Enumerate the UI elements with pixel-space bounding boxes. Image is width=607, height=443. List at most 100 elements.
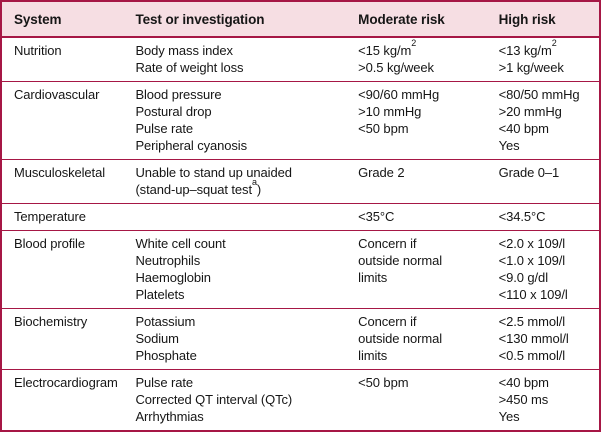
cell-line: <40 bpm xyxy=(498,121,549,136)
cell-line: >20 mmHg xyxy=(498,104,562,119)
cell-line: Neutrophils xyxy=(135,253,201,268)
cell-line: Concern if xyxy=(358,236,417,251)
table-row: Biochemistry Potassium Sodium Phosphate Conc… xyxy=(1,308,600,370)
cell-line: Potassium xyxy=(135,314,196,329)
cell-line: Blood pressure xyxy=(135,87,222,102)
cell-line: <90/60 mmHg xyxy=(358,87,440,102)
cell-high-risk: <40 bpm >450 ms Yes xyxy=(498,369,600,431)
cell-line: <9.0 g/dl xyxy=(498,270,548,285)
cell-moderate-risk: Concern if outside normal limits xyxy=(358,230,499,309)
cell-line: outside normal xyxy=(358,253,443,268)
cell-line: <15 kg/m2 xyxy=(358,37,417,58)
cell-line: >450 ms xyxy=(498,392,549,407)
cell-line: Yes xyxy=(498,409,520,424)
table-row: Temperature <35°C <34.5°C xyxy=(1,203,600,231)
table-row: Cardiovascular Blood pressure Postural dro… xyxy=(1,81,600,160)
cell-line: Platelets xyxy=(135,287,185,302)
cell-line: Yes xyxy=(498,138,520,153)
cell-tests: Blood pressure Postural drop Pulse rate Per… xyxy=(135,81,359,160)
cell-line: Musculoskeletal xyxy=(14,165,105,180)
cell-line: <40 bpm xyxy=(498,375,549,390)
risk-table-frame: System Test or investigation Moderate ri… xyxy=(0,0,601,432)
cell-system: Biochemistry xyxy=(1,308,136,370)
cell-system: Musculoskeletal xyxy=(1,159,136,204)
cell-line: Rate of weight loss xyxy=(135,60,244,75)
cell-moderate-risk: Concern if outside normal limits xyxy=(358,308,499,370)
cell-line: Temperature xyxy=(14,209,86,224)
cell-line: >10 mmHg xyxy=(358,104,422,119)
header-cell-system: System xyxy=(1,1,136,38)
cell-line: Grade 2 xyxy=(358,165,405,180)
header-cell-test: Test or investigation xyxy=(135,1,359,38)
cell-line: <2.5 mmol/l xyxy=(498,314,566,329)
cell-tests: Pulse rate Corrected QT interval (QTc) Arr… xyxy=(135,369,359,431)
cell-line: <110 x 109/l xyxy=(498,287,568,302)
cell-high-risk: <13 kg/m2 >1 kg/week xyxy=(499,37,600,82)
table-body: Nutrition Body mass index Rate of weight l… xyxy=(1,37,600,431)
cell-line: <80/50 mmHg xyxy=(498,87,580,102)
cell-line: <1.0 x 109/l xyxy=(498,253,566,268)
header-cell-moderate-risk: Moderate risk xyxy=(358,1,499,38)
cell-line: Haemoglobin xyxy=(135,270,211,285)
risk-table: System Test or investigation Moderate ri… xyxy=(0,0,601,432)
cell-moderate-risk: <35°C xyxy=(358,203,499,231)
cell-line: limits xyxy=(358,270,388,285)
cell-line: Body mass index xyxy=(135,43,233,58)
cell-line: Nutrition xyxy=(14,43,62,58)
cell-high-risk: <2.0 x 109/l <1.0 x 109/l <9.0 g/dl <110 x … xyxy=(498,230,600,309)
header-cell-high-risk: High risk xyxy=(498,1,600,38)
cell-line: <35°C xyxy=(358,209,395,224)
cell-line: <34.5°C xyxy=(498,209,546,224)
cell-moderate-risk: <15 kg/m2 >0.5 kg/week xyxy=(358,37,498,82)
cell-line: <130 mmol/l xyxy=(498,331,569,346)
cell-high-risk: Grade 0–1 xyxy=(498,159,600,204)
table-row: Blood profile White cell count Neutrophils… xyxy=(1,230,600,309)
cell-high-risk: <80/50 mmHg >20 mmHg <40 bpm Yes xyxy=(498,81,600,160)
table-row: Musculoskeletal Unable to stand up unaide… xyxy=(1,159,600,204)
cell-tests xyxy=(135,203,359,231)
cell-line: Sodium xyxy=(135,331,179,346)
cell-line: Biochemistry xyxy=(14,314,88,329)
cell-line: Corrected QT interval (QTc) xyxy=(135,392,293,407)
cell-line: <50 bpm xyxy=(358,121,409,136)
cell-system: Blood profile xyxy=(1,230,136,309)
cell-system: Nutrition xyxy=(1,37,135,82)
cell-moderate-risk: <90/60 mmHg >10 mmHg <50 bpm xyxy=(358,81,499,160)
cell-line: White cell count xyxy=(135,236,226,251)
cell-line: outside normal xyxy=(358,331,443,346)
cell-line: <0.5 mmol/l xyxy=(498,348,566,363)
cell-high-risk: <2.5 mmol/l <130 mmol/l <0.5 mmol/l xyxy=(498,308,600,370)
cell-line: Postural drop xyxy=(135,104,212,119)
cell-line: Electrocardiogram xyxy=(14,375,118,390)
cell-tests: Body mass index Rate of weight loss xyxy=(135,37,358,82)
cell-system: Temperature xyxy=(1,203,136,231)
cell-moderate-risk: Grade 2 xyxy=(358,159,499,204)
cell-high-risk: <34.5°C xyxy=(498,203,600,231)
cell-line: Grade 0–1 xyxy=(498,165,560,180)
cell-line: <50 bpm xyxy=(358,375,409,390)
cell-system: Cardiovascular xyxy=(1,81,136,160)
cell-line: (stand-up–squat testa) xyxy=(135,176,262,197)
cell-line: Pulse rate xyxy=(135,375,193,390)
cell-line: Concern if xyxy=(358,314,417,329)
cell-line: >1 kg/week xyxy=(498,60,564,75)
table-row: Nutrition Body mass index Rate of weight l… xyxy=(1,37,600,82)
cell-line: Cardiovascular xyxy=(14,87,100,102)
cell-line: Pulse rate xyxy=(135,121,193,136)
cell-line: Arrhythmias xyxy=(135,409,204,424)
cell-moderate-risk: <50 bpm xyxy=(358,369,499,431)
cell-line xyxy=(358,137,496,154)
table-row: Electrocardiogram Pulse rate Corrected QT … xyxy=(1,369,600,431)
cell-tests: Unable to stand up unaided (stand-up–squa… xyxy=(135,159,359,204)
header-row: System Test or investigation Moderate ri… xyxy=(1,1,600,38)
cell-line: Blood profile xyxy=(14,236,85,251)
cell-line: Peripheral cyanosis xyxy=(135,138,247,153)
cell-tests: Potassium Sodium Phosphate xyxy=(135,308,359,370)
cell-line: <13 kg/m2 xyxy=(498,37,557,58)
cell-line: limits xyxy=(358,348,388,363)
cell-line: Unable to stand up unaided xyxy=(135,165,292,180)
cell-line: <2.0 x 109/l xyxy=(498,236,566,251)
cell-line: >0.5 kg/week xyxy=(358,60,434,75)
cell-system: Electrocardiogram xyxy=(1,369,136,431)
cell-tests: White cell count Neutrophils Haemoglobin Pl… xyxy=(135,230,359,309)
